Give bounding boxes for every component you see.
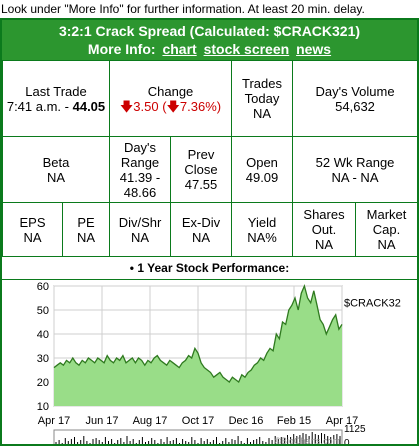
more-info-label: More Info: bbox=[87, 41, 156, 57]
prev-close-label: Close bbox=[184, 162, 218, 177]
div-shr-cell: Div/Shr NA bbox=[109, 202, 171, 257]
series-area bbox=[54, 286, 342, 406]
quote-header: 3:2:1 Crack Spread (Calculated: $CRACK32… bbox=[2, 20, 417, 60]
trades-today-label: Trades bbox=[242, 76, 282, 91]
x-tick-label: Jun 17 bbox=[85, 415, 118, 427]
prev-close-value: 47.55 bbox=[184, 177, 218, 192]
y-tick-label: 20 bbox=[37, 377, 49, 389]
shares-out-label: Shares bbox=[303, 207, 345, 222]
prev-close-cell: Prev Close 47.55 bbox=[169, 136, 233, 203]
down-arrow-icon: 🡇 bbox=[166, 98, 180, 114]
pe-cell: PE NA bbox=[62, 202, 110, 257]
days-range-label: Day's bbox=[123, 139, 157, 155]
pe-value: NA bbox=[76, 229, 96, 245]
x-tick-label: Aug 17 bbox=[133, 415, 168, 427]
y-tick-label: 40 bbox=[37, 329, 49, 341]
quote-title: 3:2:1 Crack Spread (Calculated: $CRACK32… bbox=[58, 23, 361, 39]
delay-notice: Look under "More Info" for further infor… bbox=[1, 2, 365, 16]
x-tick-label: Apr 17 bbox=[38, 415, 70, 427]
stock-screen-link[interactable]: stock screen bbox=[203, 41, 290, 57]
performance-chart[interactable]: 10 20 30 40 50 60 Apr 17 Jun 17 Aug 17 Oct 17 Dec … bbox=[2, 280, 417, 446]
yield-label: Yield bbox=[247, 214, 277, 230]
days-volume-value: 54,632 bbox=[335, 98, 375, 114]
trades-today-cell: Trades Today NA bbox=[231, 60, 294, 137]
days-range-low: 41.39 - bbox=[119, 169, 161, 185]
open-label: Open bbox=[246, 154, 278, 170]
beta-label: Beta bbox=[42, 154, 70, 170]
shares-out-value: NA bbox=[314, 237, 334, 252]
change-pct: 7.36% bbox=[179, 98, 217, 114]
pe-label: PE bbox=[77, 214, 95, 230]
volume-area bbox=[53, 429, 343, 444]
last-trade-price: 44.05 bbox=[72, 98, 106, 114]
volume-min-label: 0 bbox=[344, 438, 350, 446]
ex-div-label: Ex-Div bbox=[181, 214, 221, 230]
last-trade-cell: Last Trade 7:41 a.m. - 44.05 bbox=[2, 60, 110, 137]
ex-div-cell: Ex-Div NA bbox=[169, 202, 233, 257]
52wk-range-cell: 52 Wk Range NA - NA bbox=[292, 136, 417, 203]
market-cap-label: Market bbox=[366, 207, 407, 222]
chart-link[interactable]: chart bbox=[162, 41, 197, 57]
beta-cell: Beta NA bbox=[2, 136, 110, 203]
performance-chart-svg: 10 20 30 40 50 60 Apr 17 Jun 17 Aug 17 Oct 17 Dec … bbox=[37, 281, 401, 446]
open-cell: Open 49.09 bbox=[231, 136, 294, 203]
trades-today-label: Today bbox=[244, 91, 280, 106]
x-tick-label: Oct 17 bbox=[182, 415, 214, 427]
trades-today-value: NA bbox=[252, 106, 272, 121]
y-tick-label: 60 bbox=[37, 281, 49, 293]
quote-panel: 3:2:1 Crack Spread (Calculated: $CRACK32… bbox=[0, 18, 419, 446]
volume-watermark: ©BigCharts.com bbox=[274, 436, 340, 446]
52wk-range-label: 52 Wk Range bbox=[315, 154, 395, 170]
market-cap-value: NA bbox=[377, 237, 396, 252]
more-info-row: More Info: chart stock screen news bbox=[2, 40, 417, 58]
y-tick-label: 50 bbox=[37, 305, 49, 317]
performance-title: • 1 Year Stock Performance: bbox=[2, 256, 417, 280]
prev-close-label: Prev bbox=[187, 147, 215, 162]
div-shr-value: NA bbox=[130, 229, 150, 245]
open-value: 49.09 bbox=[245, 169, 279, 185]
days-range-label: Range bbox=[120, 154, 160, 170]
shares-out-label: Out. bbox=[311, 222, 337, 237]
days-volume-label: Day's Volume bbox=[315, 83, 395, 99]
last-trade-label: Last Trade bbox=[25, 83, 87, 99]
market-cap-label: Cap. bbox=[372, 222, 401, 237]
series-line bbox=[53, 284, 343, 384]
market-cap-cell: Market Cap. NA bbox=[355, 202, 417, 257]
x-tick-label: Dec 16 bbox=[229, 415, 264, 427]
beta-value: NA bbox=[46, 169, 66, 185]
series-label: $CRACK32 bbox=[344, 297, 401, 309]
eps-label: EPS bbox=[19, 214, 46, 230]
x-tick-label: Apr 17 bbox=[326, 415, 358, 427]
ex-div-value: NA bbox=[191, 229, 211, 245]
y-tick-label: 10 bbox=[37, 401, 49, 413]
quote-table: Last Trade 7:41 a.m. - 44.05 Change 🡇3.5… bbox=[2, 60, 417, 257]
div-shr-label: Div/Shr bbox=[118, 214, 162, 230]
news-link[interactable]: news bbox=[296, 41, 332, 57]
change-cell: Change 🡇3.50 (🡇7.36%) bbox=[108, 60, 233, 137]
days-volume-cell: Day's Volume 54,632 bbox=[292, 60, 417, 137]
change-label: Change bbox=[147, 83, 194, 99]
52wk-range-value: NA - NA bbox=[331, 169, 379, 185]
eps-cell: EPS NA bbox=[2, 202, 63, 257]
days-range-high: 48.66 bbox=[123, 184, 157, 200]
change-abs: 3.50 bbox=[133, 98, 159, 114]
x-tick-label: Feb 15 bbox=[277, 415, 311, 427]
shares-out-cell: Shares Out. NA bbox=[292, 202, 357, 257]
volume-max-label: 1125 bbox=[344, 424, 366, 435]
down-arrow-icon: 🡇 bbox=[119, 98, 134, 114]
y-tick-label: 30 bbox=[37, 353, 49, 365]
eps-value: NA bbox=[23, 229, 42, 245]
yield-value: NA% bbox=[247, 229, 277, 245]
yield-cell: Yield NA% bbox=[231, 202, 294, 257]
last-trade-time: 7:41 a.m. - bbox=[6, 98, 69, 114]
days-range-cell: Day's Range 41.39 - 48.66 bbox=[109, 136, 171, 203]
